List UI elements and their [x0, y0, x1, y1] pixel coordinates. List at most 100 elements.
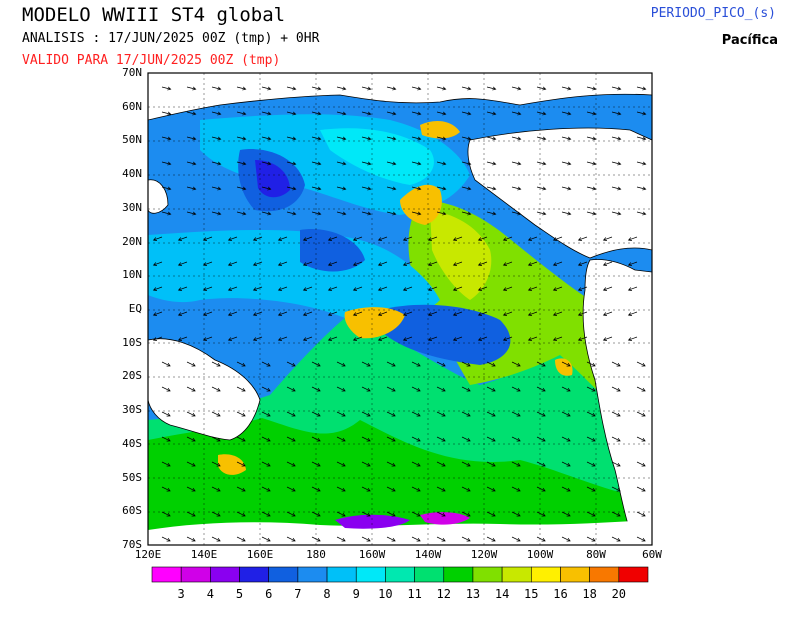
- direction-arrow: [261, 211, 272, 216]
- direction-arrow: [436, 186, 447, 191]
- direction-arrow: [636, 511, 646, 517]
- direction-arrow: [227, 286, 238, 291]
- direction-arrow: [586, 361, 596, 367]
- direction-arrow: [386, 161, 397, 166]
- direction-arrow: [486, 111, 497, 116]
- map-frame: [147, 72, 653, 546]
- direction-arrow: [386, 111, 397, 116]
- direction-arrow: [402, 286, 413, 291]
- direction-arrow: [211, 386, 221, 392]
- direction-arrow: [186, 386, 196, 392]
- direction-arrow: [486, 86, 497, 91]
- colorbar-label: 4: [206, 587, 214, 601]
- direction-arrow: [186, 511, 196, 517]
- direction-arrow: [411, 511, 421, 517]
- longitude-label: 120W: [470, 548, 498, 561]
- direction-arrow: [636, 111, 647, 116]
- direction-arrow: [161, 461, 171, 467]
- latitude-label: 30N: [122, 200, 142, 214]
- direction-arrow: [261, 411, 271, 417]
- direction-arrow: [227, 261, 238, 266]
- direction-arrow: [536, 436, 546, 442]
- colorbar-label: 15: [524, 587, 539, 601]
- colorbar-label: 20: [611, 587, 627, 601]
- direction-arrow: [361, 486, 371, 492]
- direction-arrow: [352, 286, 363, 291]
- direction-arrow: [186, 136, 197, 141]
- direction-arrow: [386, 511, 396, 517]
- direction-arrow: [327, 311, 338, 316]
- direction-arrow: [461, 511, 471, 517]
- direction-arrow: [202, 286, 213, 291]
- graticule: [148, 73, 652, 545]
- direction-arrow: [536, 211, 547, 216]
- direction-arrow: [436, 436, 446, 442]
- direction-arrow: [161, 136, 172, 141]
- direction-arrow: [161, 111, 172, 116]
- direction-arrow: [161, 211, 172, 216]
- direction-arrow: [577, 311, 588, 316]
- latitude-label: EQ: [128, 302, 142, 315]
- direction-arrow: [561, 411, 571, 417]
- direction-arrow: [336, 486, 346, 492]
- direction-arrow: [311, 536, 321, 542]
- direction-arrow: [511, 361, 521, 367]
- direction-arrow: [336, 111, 347, 116]
- direction-arrow: [561, 161, 572, 166]
- direction-arrow: [427, 236, 438, 241]
- direction-arrow: [311, 486, 321, 492]
- direction-arrow: [202, 236, 213, 241]
- direction-arrow: [361, 536, 371, 542]
- direction-arrow: [502, 311, 513, 316]
- direction-arrow: [402, 336, 413, 341]
- direction-arrow: [286, 136, 297, 141]
- direction-arrow: [511, 161, 522, 166]
- direction-arrow: [336, 461, 346, 467]
- east-pacific-swell-core: [430, 210, 492, 300]
- direction-arrow: [586, 111, 597, 116]
- colorbar-label: 9: [352, 587, 360, 601]
- direction-arrow: [611, 386, 621, 392]
- direction-arrow: [236, 361, 246, 367]
- direction-arrow: [236, 86, 247, 91]
- direction-arrow: [252, 311, 263, 316]
- latitude-label: 70N: [122, 66, 142, 79]
- direction-arrow: [411, 161, 422, 166]
- direction-arrow: [602, 236, 613, 241]
- colorbar-segment: [268, 566, 299, 583]
- direction-arrow: [177, 286, 188, 291]
- colorbar-segment: [472, 566, 503, 583]
- direction-arrow: [236, 411, 246, 417]
- direction-arrow: [402, 261, 413, 266]
- direction-arrow: [186, 161, 197, 166]
- direction-arrow: [211, 536, 221, 542]
- latitude-label: 70S: [122, 538, 142, 551]
- direction-arrow: [411, 186, 422, 191]
- direction-arrow: [536, 136, 547, 141]
- direction-arrow: [486, 136, 497, 141]
- analysis-time: ANALISIS : 17/JUN/2025 00Z (tmp) + 0HR: [22, 31, 320, 46]
- direction-arrow: [361, 161, 372, 166]
- direction-arrow: [311, 386, 321, 392]
- latitude-label: 30S: [122, 403, 142, 417]
- south-america: [582, 259, 652, 545]
- direction-arrow: [461, 436, 471, 442]
- direction-arrow: [177, 261, 188, 266]
- direction-arrow: [511, 511, 521, 517]
- direction-arrow: [636, 161, 647, 166]
- colorbar-segment: [297, 566, 328, 583]
- direction-arrow: [161, 511, 171, 517]
- direction-arrow: [452, 311, 463, 316]
- direction-arrow: [486, 536, 496, 542]
- direction-arrow: [386, 361, 396, 367]
- direction-arrow: [611, 361, 621, 367]
- direction-arrow: [361, 186, 372, 191]
- direction-arrow: [261, 436, 271, 442]
- direction-arrow: [336, 511, 346, 517]
- colorbar-label: 3: [177, 587, 185, 601]
- colorbar: [151, 566, 649, 583]
- direction-arrow: [261, 536, 271, 542]
- direction-arrow: [611, 511, 621, 517]
- direction-arrow: [186, 86, 197, 91]
